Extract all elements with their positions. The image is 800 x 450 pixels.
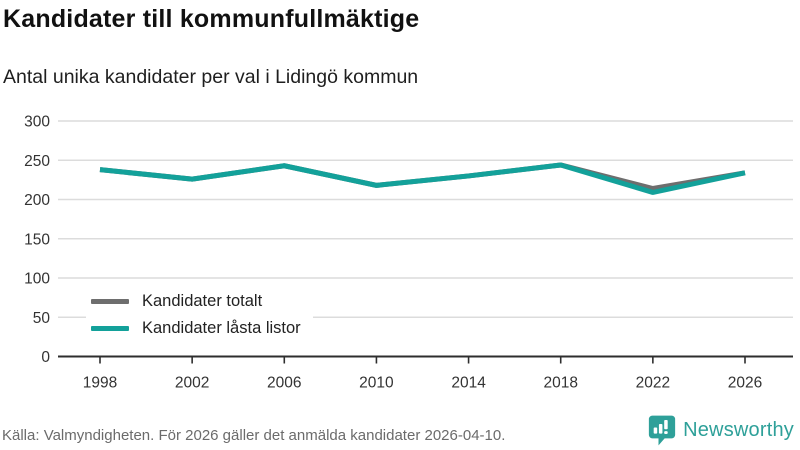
svg-text:100: 100 xyxy=(24,271,50,288)
brand-name: Newsworthy xyxy=(683,419,794,441)
svg-text:250: 250 xyxy=(24,153,50,170)
svg-text:1998: 1998 xyxy=(83,375,117,392)
newsworthy-logo: Newsworthy xyxy=(648,415,794,446)
legend-label: Kandidater låsta listor xyxy=(142,319,301,337)
svg-text:2018: 2018 xyxy=(543,375,577,392)
total-line-swatch xyxy=(91,299,129,304)
source-note: Källa: Valmyndigheten. För 2026 gäller d… xyxy=(2,427,506,444)
legend-item-total: Kandidater totalt xyxy=(91,292,301,311)
speech-bubble-bar-chart-icon xyxy=(648,415,676,446)
legend-label: Kandidater totalt xyxy=(142,292,263,310)
svg-text:0: 0 xyxy=(41,349,50,366)
locked-lists-line-swatch xyxy=(91,326,129,331)
svg-text:300: 300 xyxy=(24,114,50,131)
chart-legend: Kandidater totalt Kandidater låsta listo… xyxy=(86,288,313,343)
svg-text:150: 150 xyxy=(24,231,50,248)
svg-text:2026: 2026 xyxy=(728,375,762,392)
legend-item-locked-lists: Kandidater låsta listor xyxy=(91,319,301,338)
svg-text:50: 50 xyxy=(33,310,51,327)
svg-text:2014: 2014 xyxy=(451,375,486,392)
chart-title: Kandidater till kommunfullmäktige xyxy=(3,5,420,33)
svg-text:2002: 2002 xyxy=(175,375,209,392)
svg-text:2022: 2022 xyxy=(636,375,670,392)
chart-subtitle: Antal unika kandidater per val i Lidingö… xyxy=(3,66,419,88)
svg-text:2006: 2006 xyxy=(267,375,301,392)
svg-text:2010: 2010 xyxy=(359,375,394,392)
svg-text:200: 200 xyxy=(24,192,50,209)
